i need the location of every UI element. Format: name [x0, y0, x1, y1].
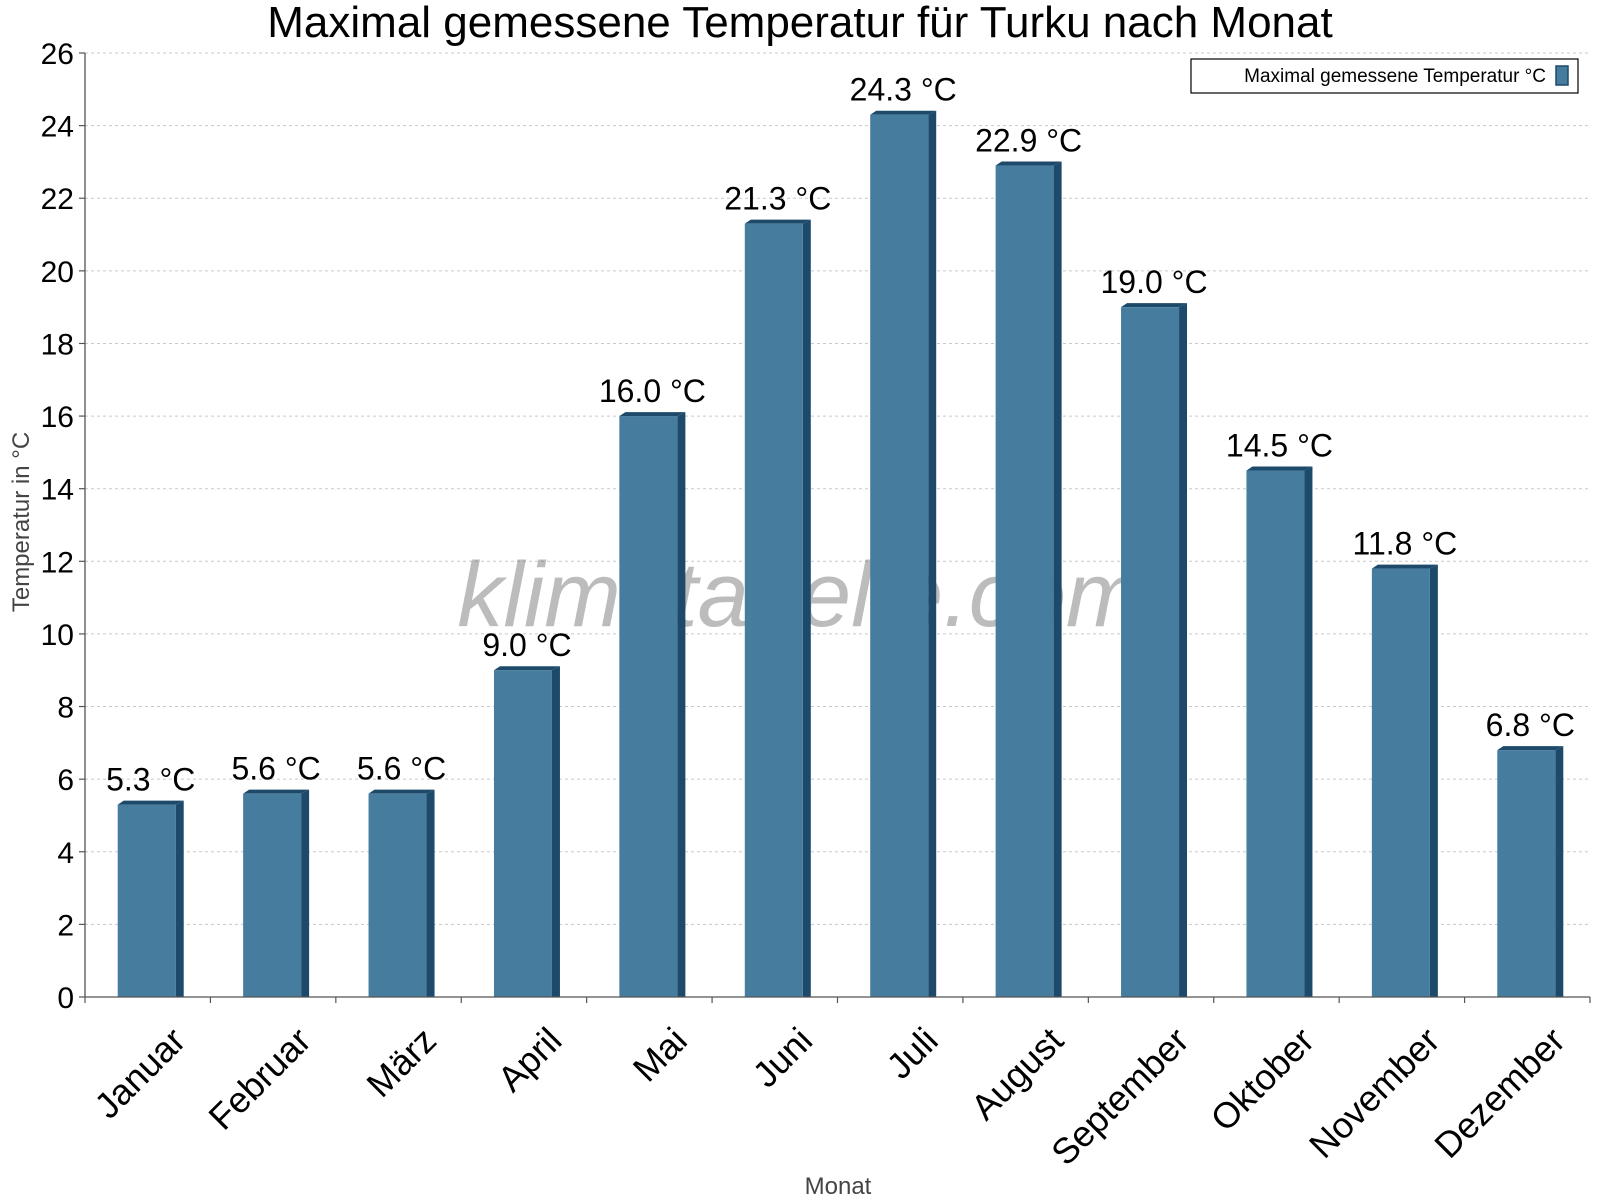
bar-side	[1304, 466, 1313, 997]
bar	[1121, 307, 1180, 998]
bar-top	[1246, 466, 1313, 471]
data-label: 9.0 °C	[482, 627, 571, 663]
data-label: 19.0 °C	[1101, 264, 1208, 300]
x-tick-label: April	[490, 1019, 570, 1099]
bar-top	[619, 412, 686, 417]
data-label: 5.6 °C	[231, 751, 320, 787]
data-label: 5.6 °C	[357, 751, 446, 787]
bar-side	[1429, 564, 1438, 997]
bar-side	[677, 412, 686, 998]
bar-side	[551, 666, 560, 997]
x-axis-title: Monat	[805, 1173, 872, 1200]
bars: 5.3 °C 5.6 °C 5.6 °C 9.0 °C 16.0 °C 21.3 °C 24…	[106, 72, 1575, 998]
data-label: 16.0 °C	[599, 373, 706, 409]
bar-side	[175, 800, 184, 997]
bar-group: 22.9 °C	[975, 123, 1082, 998]
bar-group: 5.6 °C	[231, 751, 321, 997]
y-tick-label: 8	[57, 692, 74, 725]
bar-top	[117, 800, 184, 805]
y-tick-label: 6	[57, 764, 74, 797]
data-label: 6.8 °C	[1486, 707, 1575, 743]
bar	[493, 670, 552, 997]
bar	[117, 804, 176, 997]
x-tick-label: November	[1301, 1019, 1447, 1165]
bar	[1246, 470, 1305, 997]
data-label: 11.8 °C	[1353, 526, 1458, 562]
bar-side	[928, 110, 937, 997]
legend-swatch	[1555, 65, 1569, 86]
bar	[1497, 750, 1556, 997]
data-label: 14.5 °C	[1226, 428, 1333, 464]
y-tick-label: 12	[41, 546, 74, 579]
x-tick-label: Mai	[625, 1019, 695, 1089]
grid-lines	[85, 52, 1590, 925]
axes	[79, 52, 1591, 1003]
y-tick-label: 10	[41, 619, 74, 652]
x-tick-label: August	[963, 1019, 1071, 1127]
bar-group: 24.3 °C	[850, 72, 957, 997]
x-tick-label: Februar	[200, 1019, 318, 1137]
bar-group: 9.0 °C	[482, 627, 572, 997]
legend: Maximal gemessene Temperatur °C	[1190, 58, 1579, 94]
bar-side	[1053, 161, 1062, 998]
y-tick-label: 16	[41, 401, 74, 434]
x-tick-label: Januar	[86, 1019, 193, 1126]
data-label: 24.3 °C	[850, 72, 957, 108]
y-tick-label: 26	[41, 38, 74, 71]
legend-label: Maximal gemessene Temperatur °C	[1244, 66, 1546, 87]
legend-box	[1190, 58, 1579, 94]
bar-top	[744, 219, 811, 224]
chart-title: Maximal gemessene Temperatur für Turku n…	[267, 0, 1332, 47]
bar-group: 11.8 °C	[1353, 526, 1458, 997]
x-tick-label: Juli	[878, 1019, 945, 1086]
bar-top	[1371, 564, 1438, 569]
bar-side	[301, 789, 310, 997]
bar	[1371, 568, 1430, 997]
bar	[995, 165, 1054, 998]
y-tick-label: 20	[41, 256, 74, 289]
data-label: 5.3 °C	[106, 762, 195, 798]
bar-top	[1121, 303, 1188, 308]
bar-top	[870, 110, 937, 115]
bar	[870, 114, 929, 997]
data-label: 21.3 °C	[724, 181, 831, 217]
bar-group: 5.3 °C	[106, 762, 195, 997]
bar-top	[1497, 746, 1564, 751]
x-tick-label: Oktober	[1202, 1019, 1322, 1139]
y-tick-label: 2	[57, 909, 74, 942]
y-axis-title: Temperatur in °C	[8, 432, 35, 612]
bar	[368, 793, 427, 997]
bar-group: 6.8 °C	[1486, 707, 1575, 997]
bar-group: 14.5 °C	[1226, 428, 1333, 997]
data-label: 22.9 °C	[975, 123, 1082, 159]
x-tick-label: Dezember	[1426, 1019, 1572, 1165]
y-tick-label: 22	[41, 183, 74, 216]
bar-group: 16.0 °C	[599, 373, 706, 998]
y-tick-label: 18	[41, 328, 74, 361]
bar	[243, 793, 302, 997]
y-tick-label: 24	[41, 111, 74, 144]
bar-side	[1179, 303, 1188, 998]
x-tick-label: März	[358, 1019, 444, 1105]
bar-top	[493, 666, 560, 671]
bar-top	[243, 789, 310, 794]
bar-group: 21.3 °C	[724, 181, 831, 998]
x-tick-label: September	[1043, 1019, 1197, 1173]
x-tick-label: Juni	[745, 1019, 821, 1095]
bar	[744, 223, 803, 998]
bar	[619, 416, 678, 998]
bar-side	[802, 219, 811, 998]
y-tick-label: 4	[57, 837, 74, 870]
bar-top	[995, 161, 1062, 166]
bar-top	[368, 789, 435, 794]
bar-side	[1555, 746, 1564, 997]
bar-side	[426, 789, 435, 997]
y-tick-label: 0	[57, 982, 74, 1015]
bar-group: 5.6 °C	[357, 751, 446, 997]
y-tick-label: 14	[41, 474, 74, 507]
bar-group: 19.0 °C	[1101, 264, 1208, 998]
